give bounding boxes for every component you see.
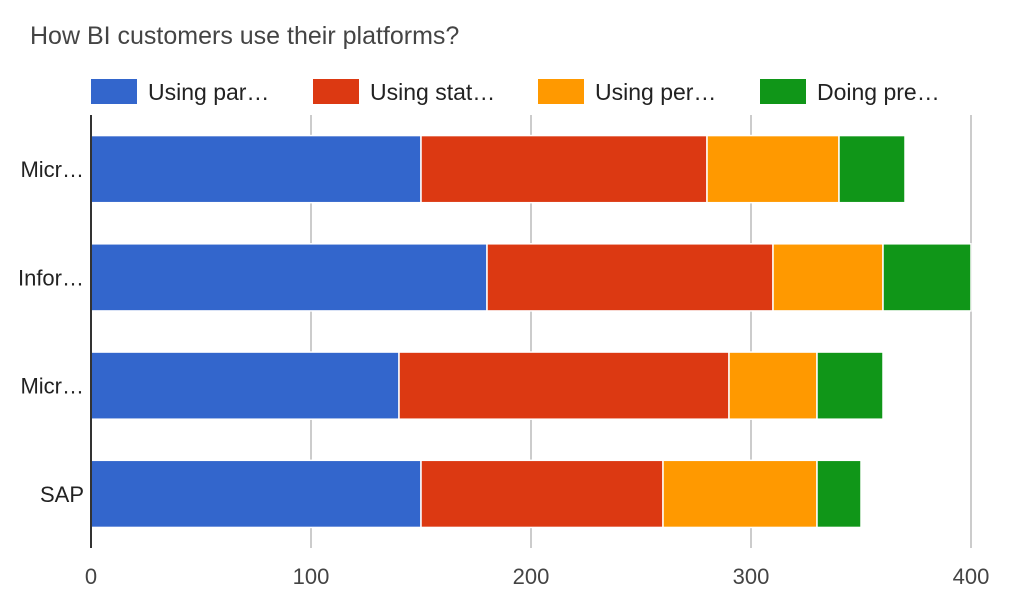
chart-title: How BI customers use their platforms? — [30, 22, 459, 50]
legend-swatch-1 — [91, 79, 137, 104]
bar-2-series-3 — [772, 243, 884, 312]
bar-4-series-3 — [662, 459, 818, 529]
bar-4-series-1 — [90, 459, 422, 529]
bar-1-series-1 — [90, 134, 422, 204]
bar-2-series-2 — [486, 243, 774, 312]
x-tick-label-200: 200 — [513, 564, 550, 589]
category-label-1: Micr… — [20, 157, 84, 182]
bar-3-series-2 — [398, 351, 730, 420]
category-label-3: Micr… — [20, 374, 84, 399]
category-label-2: Infor… — [18, 265, 84, 290]
bar-1-series-2 — [420, 134, 708, 204]
bar-3-series-1 — [90, 351, 400, 420]
axis-labels: Micr… Infor… Micr… SAP 0 100 200 300 400 — [18, 157, 989, 589]
bar-2-series-1 — [90, 243, 488, 312]
legend-label-3: Using per… — [595, 79, 716, 105]
x-tick-label-0: 0 — [85, 564, 97, 589]
legend-swatch-4 — [760, 79, 806, 104]
legend-label-1: Using par… — [148, 79, 269, 105]
legend-label-2: Using stat… — [370, 79, 495, 105]
bar-4-series-4 — [816, 459, 862, 529]
bar-1-series-4 — [838, 134, 906, 204]
bars — [90, 134, 972, 529]
bar-4-series-2 — [420, 459, 664, 529]
x-tick-label-100: 100 — [293, 564, 330, 589]
bar-2-series-4 — [882, 243, 972, 312]
legend-label-4: Doing pre… — [817, 79, 940, 105]
legend: Using par… Using stat… Using per… Doing pre… — [91, 79, 940, 105]
category-label-4: SAP — [40, 482, 84, 507]
x-tick-label-300: 300 — [733, 564, 770, 589]
bar-1-series-3 — [706, 134, 840, 204]
bar-3-series-4 — [816, 351, 884, 420]
legend-swatch-2 — [313, 79, 359, 104]
x-tick-label-400: 400 — [953, 564, 990, 589]
legend-swatch-3 — [538, 79, 584, 104]
bar-3-series-3 — [728, 351, 818, 420]
